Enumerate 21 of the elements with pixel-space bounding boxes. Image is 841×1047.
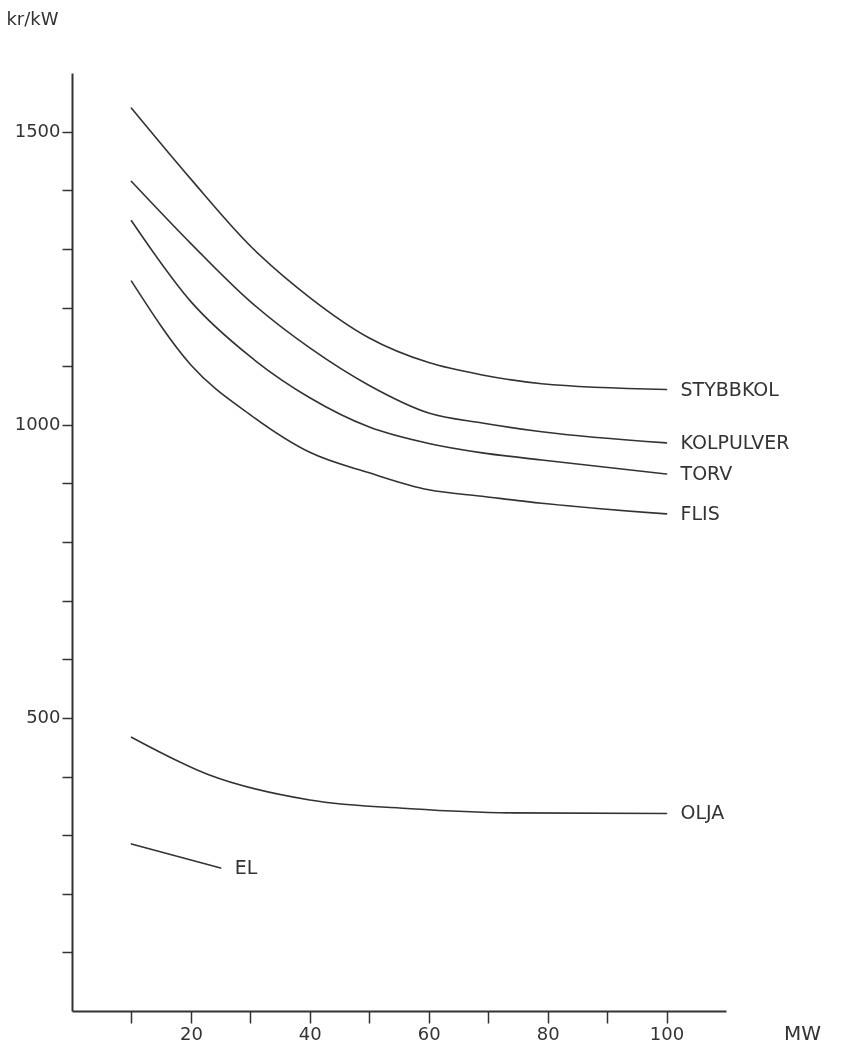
line-series — [130, 219, 668, 475]
series-label: FLIS — [680, 501, 720, 524]
y-tick-label: 1500 — [14, 120, 61, 142]
series-label: STYBBKOL — [680, 377, 780, 400]
series-label: EL — [234, 855, 258, 878]
x-tick-label: 60 — [417, 1022, 441, 1044]
line-series — [130, 180, 668, 444]
x-tick-label: 20 — [179, 1022, 203, 1044]
y-tick-label: 1000 — [14, 413, 61, 435]
x-tick-label: 40 — [298, 1022, 322, 1044]
line-series — [130, 280, 668, 515]
x-axis-title: MW — [783, 1020, 822, 1045]
series-label: OLJA — [680, 801, 725, 824]
series-label: KOLPULVER — [680, 430, 790, 453]
x-tick-label: 80 — [536, 1022, 560, 1044]
y-tick-label: 500 — [26, 706, 61, 728]
x-tick-label: 100 — [649, 1022, 685, 1044]
line-series — [130, 736, 668, 815]
y-axis-title: kr/kW — [6, 7, 59, 29]
line-series — [130, 107, 668, 391]
series-label: TORV — [679, 461, 733, 484]
